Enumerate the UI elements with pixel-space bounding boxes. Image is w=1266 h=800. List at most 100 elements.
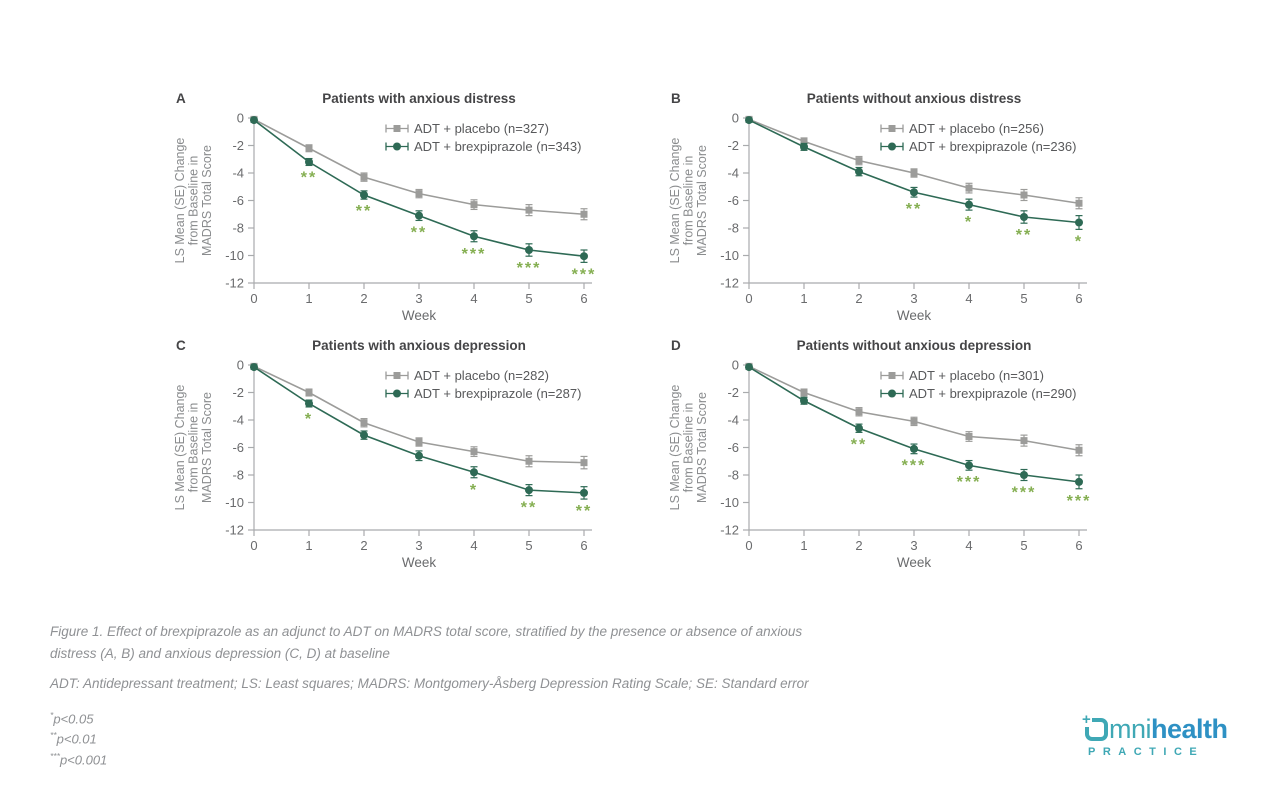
y-tick-label: -8 [727, 221, 739, 236]
y-axis-label-line: LS Mean (SE) Change [668, 385, 682, 511]
x-tick-label: 3 [415, 291, 422, 306]
data-point [965, 200, 973, 209]
significance-stars: *** [1067, 493, 1092, 510]
panel-title: Patients with anxious depression [312, 338, 526, 353]
data-point [1020, 437, 1028, 445]
abbreviations-note: ADT: Antidepressant treatment; LS: Least… [50, 676, 809, 691]
figure-caption: Figure 1. Effect of brexpiprazole as an … [50, 624, 803, 661]
y-tick-label: -4 [232, 413, 244, 428]
legend-marker [888, 389, 896, 398]
legend-item: ADT + brexpiprazole (n=236) [880, 139, 1076, 154]
data-point [855, 167, 863, 176]
x-tick-label: 5 [1020, 291, 1027, 306]
y-axis-label-line: LS Mean (SE) Change [173, 385, 187, 511]
omnihealth-logo-wordmark: + mni health [1081, 712, 1228, 745]
significance-stars: *** [957, 474, 982, 491]
data-point [360, 173, 368, 181]
data-point [1020, 213, 1028, 221]
data-point [800, 396, 808, 405]
significance-stars: *** [462, 246, 487, 263]
x-tick-label: 6 [1075, 291, 1082, 306]
footnote-text: p<0.01 [56, 731, 97, 747]
significance-stars: ** [1016, 227, 1032, 244]
data-point [250, 363, 258, 372]
panel-title: Patients with anxious distress [322, 91, 516, 106]
data-point [525, 486, 533, 495]
legend-label: ADT + placebo (n=282) [414, 368, 549, 383]
panel-title: Patients without anxious depression [797, 338, 1032, 353]
footnote-stars: * [50, 710, 54, 720]
data-point [360, 191, 368, 199]
significance-stars: * [965, 214, 973, 231]
x-axis-label: Week [402, 555, 437, 570]
data-point [580, 459, 588, 467]
series-placebo [250, 115, 588, 221]
y-axis-label-line: MADRS Total Score [200, 145, 214, 256]
x-tick-label: 0 [250, 538, 257, 553]
significance-stars: *** [517, 260, 542, 277]
data-point [745, 116, 753, 125]
footnote-text: p<0.05 [53, 711, 94, 727]
data-point [580, 252, 588, 261]
significance-stars: * [470, 482, 478, 499]
chart-svg-D: D Patients without anxious depression LS M… [668, 338, 1092, 570]
data-point [965, 433, 973, 440]
data-point [855, 157, 863, 165]
data-point [415, 451, 423, 460]
x-tick-label: 3 [910, 538, 917, 553]
data-point [800, 389, 808, 396]
data-point [910, 169, 918, 177]
panel-letter: A [176, 91, 186, 106]
data-point [1020, 191, 1028, 199]
x-tick-label: 5 [525, 538, 532, 553]
data-point [745, 363, 753, 372]
legend-marker [888, 125, 896, 132]
significance-stars: *** [572, 266, 597, 283]
x-tick-label: 5 [1020, 538, 1027, 553]
data-point [470, 468, 478, 477]
logo-text-practice: PRACTICE [1088, 746, 1205, 758]
y-tick-label: -10 [720, 495, 739, 510]
x-tick-label: 1 [305, 538, 312, 553]
data-point [855, 424, 863, 433]
x-tick-label: 6 [580, 538, 587, 553]
x-tick-label: 6 [1075, 538, 1082, 553]
data-point [1075, 199, 1083, 207]
y-tick-label: 0 [237, 111, 244, 126]
logo-text-omni: mni [1109, 714, 1152, 744]
data-point [250, 116, 258, 125]
x-tick-label: 0 [745, 538, 752, 553]
y-tick-label: -12 [720, 276, 739, 291]
legend-label: ADT + brexpiprazole (n=236) [909, 139, 1076, 154]
significance-stars: ** [301, 169, 317, 186]
y-tick-label: -8 [232, 221, 244, 236]
data-point [305, 144, 313, 152]
chart-panel-D: D Patients without anxious depression LS M… [655, 332, 1150, 584]
significance-stars: * [305, 411, 313, 428]
x-tick-label: 2 [855, 291, 862, 306]
y-axis-label-line: LS Mean (SE) Change [173, 138, 187, 264]
y-tick-label: -4 [727, 413, 739, 428]
y-tick-label: -6 [232, 440, 244, 455]
series-brexpiprazole [745, 363, 1083, 490]
y-tick-label: -8 [232, 468, 244, 483]
y-axis-label-line: from Baseline in [187, 403, 201, 493]
data-point [800, 142, 808, 151]
x-axis-label: Week [897, 555, 932, 570]
x-tick-label: 5 [525, 291, 532, 306]
x-tick-label: 2 [360, 538, 367, 553]
omnihealth-logo-icon: + [1081, 712, 1108, 741]
data-point [580, 488, 588, 497]
significance-stars: ** [521, 500, 537, 517]
data-point [415, 190, 423, 198]
legend-item: ADT + placebo (n=282) [385, 368, 549, 383]
panel-letter: D [671, 338, 681, 353]
legend-marker [393, 372, 401, 379]
y-tick-label: -2 [232, 138, 244, 153]
data-point [965, 184, 973, 192]
chart-panel-A: A Patients with anxious distress LS Mean (… [160, 85, 655, 337]
x-tick-label: 3 [415, 538, 422, 553]
y-axis-label-line: from Baseline in [682, 156, 696, 246]
logo-text-health: health [1151, 714, 1228, 744]
legend-item: ADT + placebo (n=327) [385, 121, 549, 136]
